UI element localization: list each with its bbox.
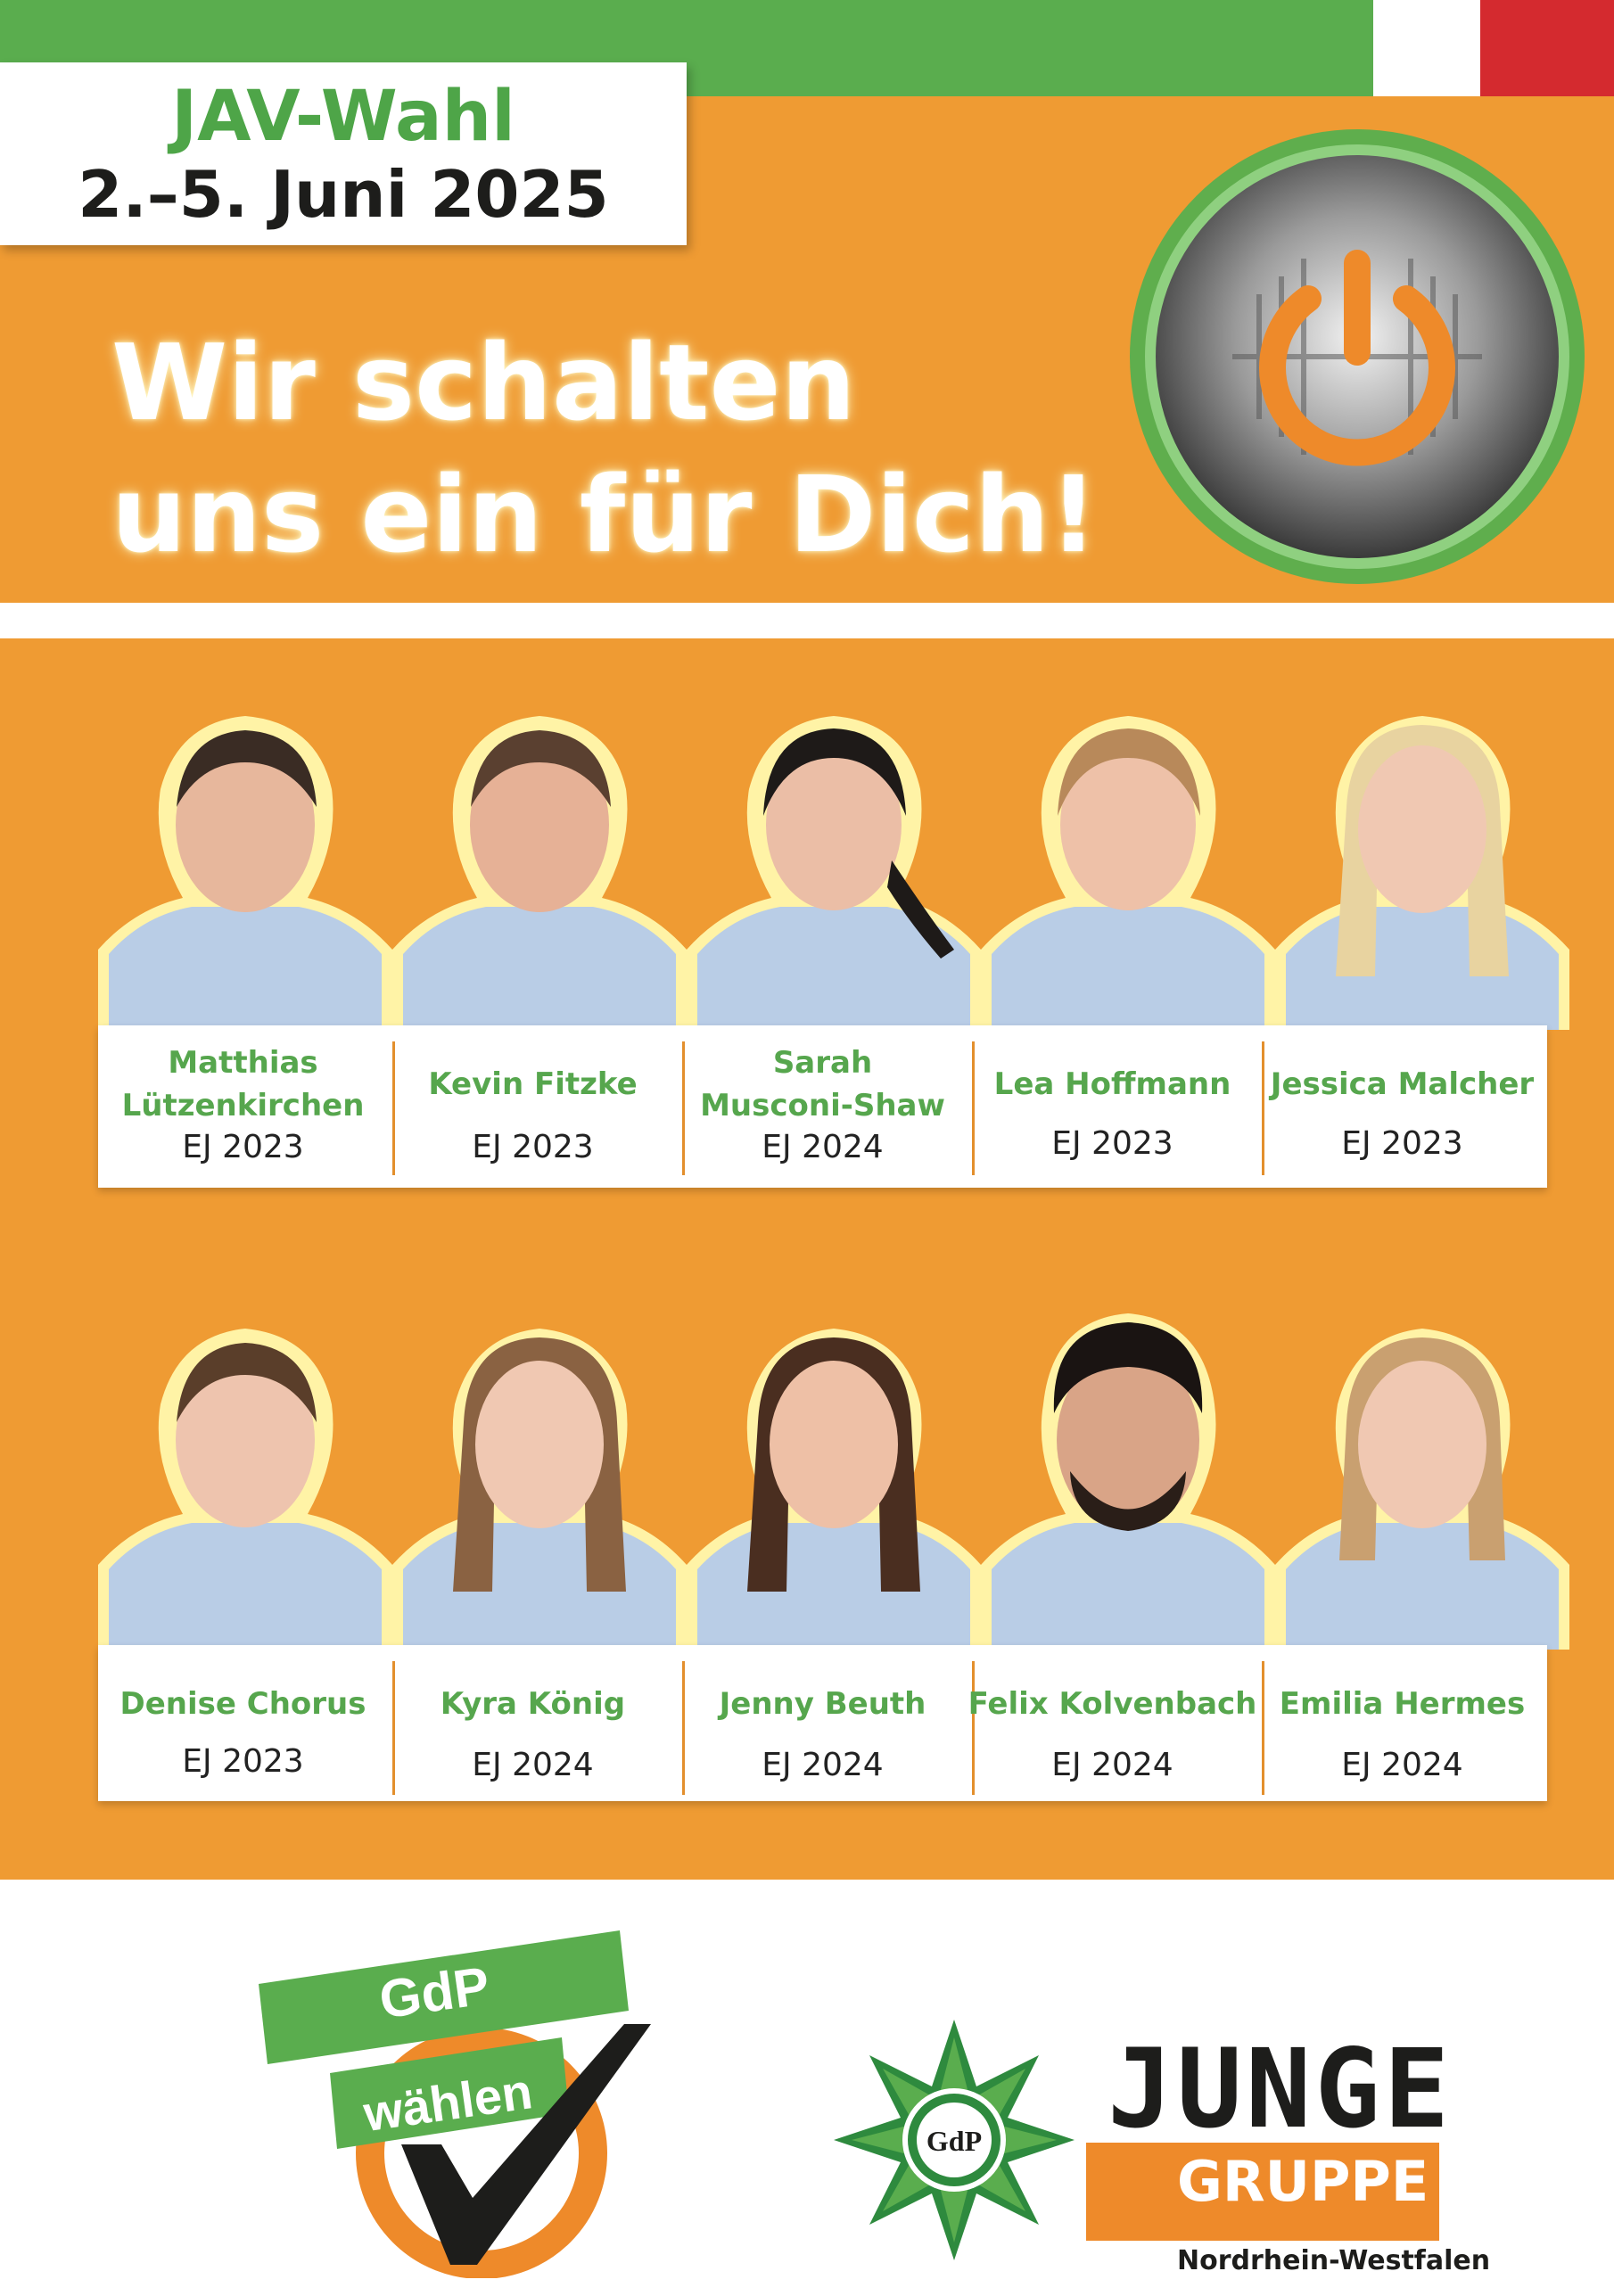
divider [392, 1041, 395, 1175]
election-title: JAV-Wahl [171, 77, 515, 157]
candidate-name: Sarah [772, 1045, 873, 1081]
candidate-photo-row2-2 [392, 1320, 687, 1653]
candidate-year: EJ 2024 [472, 1747, 594, 1783]
candidate-card-row1-4: Lea Hoffmann EJ 2023 [968, 1025, 1257, 1188]
candidate-name: Denise Chorus [119, 1686, 366, 1722]
candidate-photo-row2-3 [687, 1320, 981, 1653]
candidate-card-row1-2: Kevin Fitzke EJ 2023 [388, 1025, 678, 1188]
candidate-name-line2: Lützenkirchen [121, 1088, 365, 1123]
candidate-name: Kevin Fitzke [428, 1066, 638, 1102]
candidate-card-row1-3: Sarah Musconi-Shaw EJ 2024 [678, 1025, 968, 1188]
org-bar [1086, 2143, 1439, 2241]
police-star-icon: GdP [834, 2020, 1075, 2260]
candidates-row1-names: Matthias Lützenkirchen EJ 2023 Kevin Fit… [98, 1025, 1547, 1188]
candidate-name: Emilia Hermes [1279, 1686, 1526, 1722]
candidate-card-row2-3: Jenny Beuth EJ 2024 [678, 1645, 968, 1801]
candidate-name-line2: Musconi-Shaw [700, 1088, 945, 1123]
candidate-year: EJ 2024 [762, 1129, 884, 1165]
divider [392, 1661, 395, 1795]
org-region: Nordrhein-Westfalen [1177, 2245, 1491, 2276]
divider [1262, 1661, 1264, 1795]
candidate-card-row2-5: Emilia Hermes EJ 2024 [1257, 1645, 1547, 1801]
candidate-year: EJ 2023 [182, 1743, 304, 1780]
candidate-year: EJ 2024 [1341, 1747, 1463, 1783]
candidate-photo-row1-5 [1275, 709, 1569, 1033]
candidate-card-row1-1: Matthias Lützenkirchen EJ 2023 [98, 1025, 388, 1188]
candidate-photo-row2-1 [98, 1320, 392, 1653]
candidate-year: EJ 2024 [762, 1747, 884, 1783]
divider [972, 1041, 975, 1175]
divider [1262, 1041, 1264, 1175]
slogan-line-1: Wir schalten [111, 321, 856, 444]
divider [682, 1041, 685, 1175]
candidate-year: EJ 2023 [1051, 1125, 1173, 1162]
candidate-card-row1-5: Jessica Malcher EJ 2023 [1257, 1025, 1547, 1188]
candidate-name: Kyra König [440, 1686, 626, 1722]
candidate-photo-row1-4 [981, 709, 1275, 1033]
power-button-icon [1125, 125, 1589, 588]
candidate-year: EJ 2024 [1051, 1747, 1173, 1783]
candidate-name: Jenny Beuth [719, 1686, 926, 1722]
candidate-year: EJ 2023 [182, 1129, 304, 1165]
checkmark-icon [401, 2024, 651, 2265]
divider [682, 1661, 685, 1795]
junge-gruppe-logo: GdP [829, 2011, 1560, 2269]
candidate-year: EJ 2023 [1341, 1125, 1463, 1162]
divider [972, 1661, 975, 1795]
candidate-name: Lea Hoffmann [993, 1066, 1231, 1102]
candidate-photo-row1-1 [98, 709, 392, 1033]
star-text: GdP [926, 2125, 982, 2157]
org-word2: GRUPPE [1177, 2149, 1429, 2214]
candidate-photo-row1-3 [687, 709, 981, 1033]
top-white-stripe [1373, 0, 1480, 96]
candidate-name: Jessica Malcher [1270, 1066, 1535, 1102]
header-separator [0, 603, 1614, 638]
date-box [0, 62, 687, 245]
slogan-line-2: uns ein für Dich! [111, 453, 1098, 576]
top-red-stripe [1480, 0, 1614, 96]
slogan: Wir schalten uns ein für Dich! [111, 317, 1098, 580]
org-word: JUNGE [1108, 2026, 1453, 2152]
gdp-vote-badge: GdP wählen [259, 1922, 669, 2296]
candidate-card-row2-4: Felix Kolvenbach EJ 2024 [968, 1645, 1257, 1801]
candidate-photo-row2-5 [1275, 1320, 1569, 1653]
candidate-name: Matthias [168, 1045, 318, 1081]
candidate-photo-row1-2 [392, 709, 687, 1033]
candidate-card-row2-2: Kyra König EJ 2024 [388, 1645, 678, 1801]
candidates-row2-names: Denise Chorus EJ 2023 Kyra König EJ 2024… [98, 1645, 1547, 1801]
candidate-name: Felix Kolvenbach [968, 1686, 1257, 1722]
candidate-card-row2-1: Denise Chorus EJ 2023 [98, 1645, 388, 1801]
election-dates: 2.–5. Juni 2025 [78, 157, 609, 232]
candidate-year: EJ 2023 [472, 1129, 594, 1165]
candidate-photo-row2-4 [981, 1306, 1275, 1653]
